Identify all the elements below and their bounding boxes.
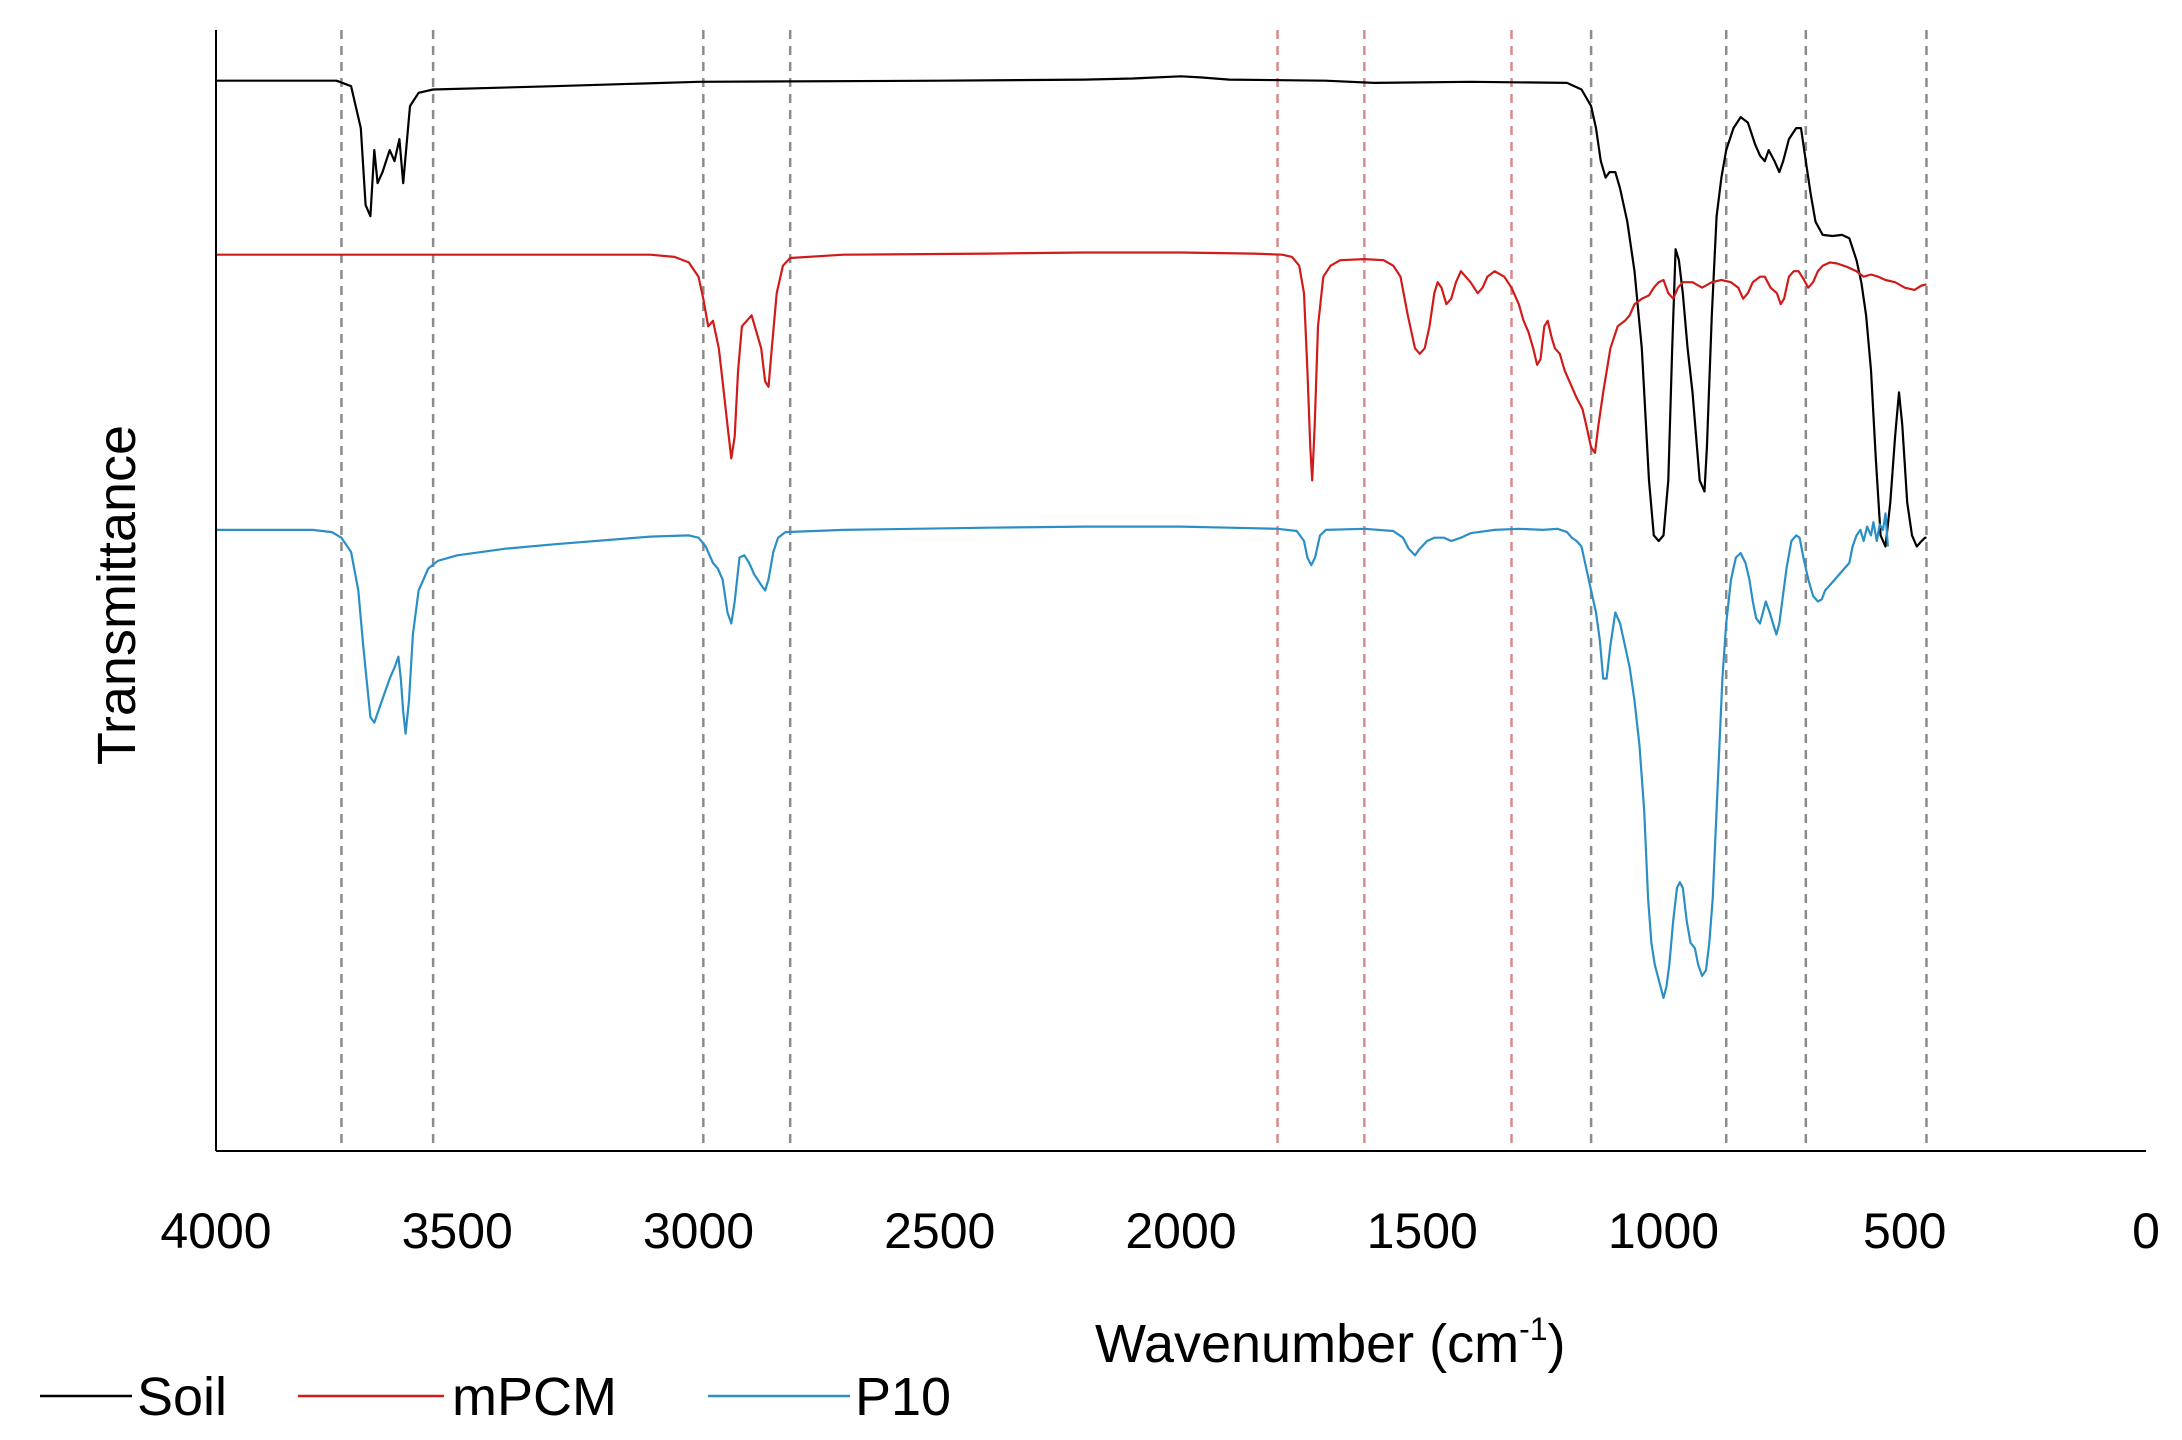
x-tick-label-2000: 2000: [1125, 1203, 1236, 1259]
legend-label-soil: Soil: [137, 1367, 227, 1427]
series-line-p10: [216, 512, 1889, 1000]
x-tick-label-500: 500: [1863, 1203, 1946, 1259]
x-tick-label-2500: 2500: [884, 1203, 995, 1259]
x-tick-label-0: 0: [2132, 1203, 2160, 1259]
legend: Soil mPCM P10: [40, 1367, 951, 1427]
reference-lines: [340, 30, 1928, 1151]
x-axis-title-main: Wavenumber (cm: [1095, 1314, 1519, 1374]
x-tick-labels: 4000 3500 3000 2500 2000 1500 1000 500 0: [160, 1203, 2160, 1259]
series-lines: [216, 75, 1927, 1000]
x-tick-label-4000: 4000: [160, 1203, 271, 1259]
series-line-soil: [216, 75, 1927, 548]
x-tick-label-3500: 3500: [402, 1203, 513, 1259]
series-line-mpcm: [216, 251, 1927, 482]
x-axis-title: Wavenumber (cm-1): [1095, 1311, 1566, 1374]
x-axis-title-close: ): [1548, 1314, 1566, 1374]
legend-label-mpcm: mPCM: [452, 1367, 617, 1427]
legend-label-p10: P10: [855, 1367, 951, 1427]
x-tick-label-1000: 1000: [1608, 1203, 1719, 1259]
x-tick-label-3000: 3000: [643, 1203, 754, 1259]
y-axis-title: Transmittance: [87, 425, 147, 765]
x-tick-label-1500: 1500: [1367, 1203, 1478, 1259]
x-axis-title-superscript: -1: [1519, 1311, 1547, 1347]
